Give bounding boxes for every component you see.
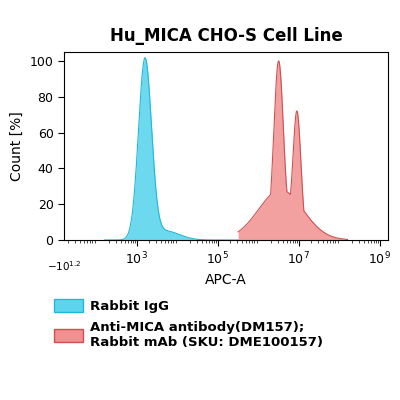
X-axis label: APC-A: APC-A bbox=[205, 272, 247, 286]
Legend: Rabbit IgG, Anti-MICA antibody(DM157);
Rabbit mAb (SKU: DME100157): Rabbit IgG, Anti-MICA antibody(DM157); R… bbox=[54, 299, 323, 349]
Text: $-10^{1.2}$: $-10^{1.2}$ bbox=[47, 260, 81, 273]
Y-axis label: Count [%]: Count [%] bbox=[10, 111, 24, 181]
Title: Hu_MICA CHO-S Cell Line: Hu_MICA CHO-S Cell Line bbox=[110, 27, 342, 45]
